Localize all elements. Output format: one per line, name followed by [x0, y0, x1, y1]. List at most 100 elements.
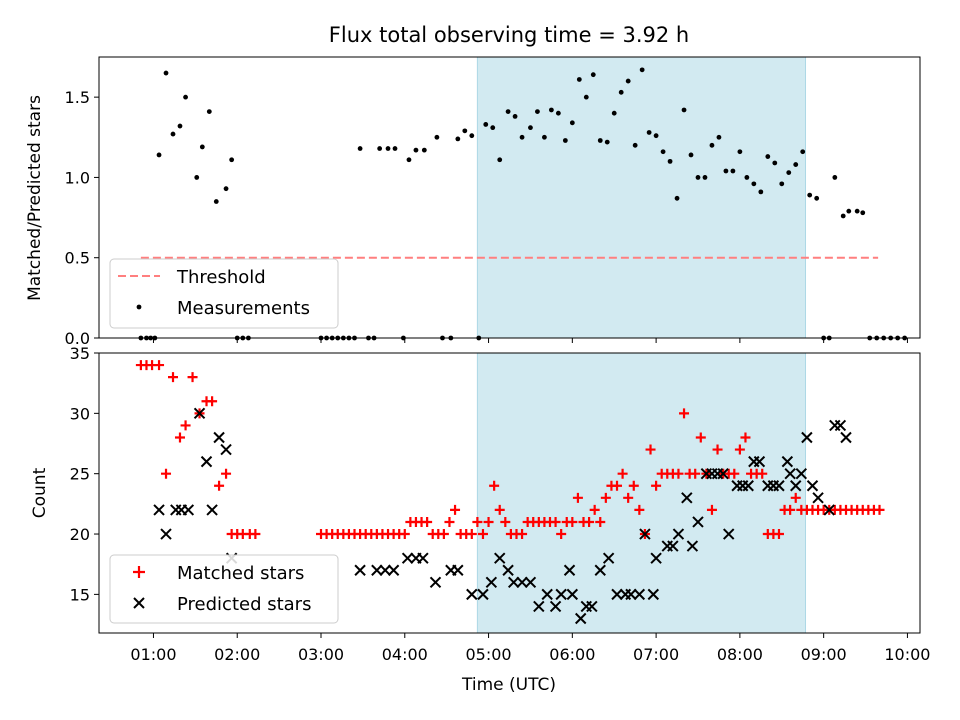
predicted-star-point: [801, 431, 813, 444]
x-tick-label: 10:00: [884, 645, 930, 664]
top-legend-box: [109, 258, 339, 329]
x-tick-label: 02:00: [214, 645, 260, 664]
measurement-point: [569, 120, 575, 126]
matched-star-point: [500, 516, 511, 527]
measurement-point: [519, 134, 525, 140]
measurement-point: [786, 170, 792, 176]
measurement-point: [854, 208, 860, 214]
measurement-point: [229, 157, 235, 163]
matched-star-point: [584, 516, 595, 527]
measurement-point: [406, 157, 412, 163]
x-tick-label: 04:00: [382, 645, 428, 664]
measurement-point: [213, 199, 219, 204]
matched-star-point: [550, 516, 561, 527]
predicted-star-point: [549, 600, 562, 613]
measurement-point: [860, 210, 866, 216]
matched-star-point: [600, 492, 611, 503]
matched-star-point: [790, 492, 801, 503]
predicted-star-point: [773, 480, 785, 492]
measurement-point: [542, 134, 547, 140]
top-y-axis-label: Matched/Predicted stars: [25, 95, 45, 301]
measurement-point: [548, 107, 554, 113]
measurement-point: [639, 67, 645, 73]
predicted-star-point: [555, 588, 567, 601]
x-tick-label: 03:00: [298, 645, 344, 664]
measurement-point: [688, 152, 694, 158]
matched-star-point: [399, 529, 410, 540]
matched-star-point: [634, 504, 645, 515]
predicted-star-point: [723, 528, 735, 540]
matched-star-point: [154, 360, 165, 371]
matched-star-point: [466, 529, 477, 540]
y-tick-label: 1.0: [65, 168, 90, 187]
measurement-point: [156, 152, 162, 158]
measurement-point: [765, 154, 771, 159]
measurement-point: [632, 142, 638, 148]
predicted-star-point: [541, 588, 553, 601]
predicted-star-point: [485, 576, 498, 589]
y-tick-label: 0.5: [65, 249, 90, 268]
predicted-star-point: [387, 564, 400, 576]
predicted-stars-legend-label: Predicted stars: [177, 594, 311, 615]
matched-star-point: [444, 516, 455, 527]
matched-star-point: [221, 468, 232, 479]
predicted-star-point: [477, 588, 489, 601]
matched-star-point: [757, 468, 768, 479]
matched-star-point: [250, 529, 261, 540]
top-legend: Threshold Measurements: [109, 258, 339, 329]
predicted-star-point: [220, 443, 232, 456]
bottom-plot-frame: [98, 352, 921, 634]
measurement-point: [625, 78, 631, 84]
measurement-points: [138, 67, 908, 341]
predicted-star-point: [566, 588, 579, 601]
measurement-point: [497, 157, 503, 163]
measurement-point: [723, 168, 729, 174]
predicted-star-point: [639, 528, 651, 540]
predicted-star-point: [594, 564, 606, 576]
measurement-point: [413, 147, 419, 153]
bottom-highlight-span: [476, 352, 807, 634]
measurement-point: [832, 175, 838, 180]
predicted-star-point: [672, 528, 685, 540]
threshold-legend-label: Threshold: [176, 267, 266, 288]
measurement-point: [562, 138, 568, 143]
predicted-star-point: [667, 540, 679, 552]
measurement-point: [618, 89, 624, 95]
measurement-point: [744, 175, 750, 180]
measurement-point: [194, 175, 200, 180]
measurement-point: [555, 110, 561, 116]
y-tick-label: 0.0: [65, 329, 90, 348]
matched-star-point: [785, 504, 796, 515]
predicted-star-point: [647, 588, 660, 601]
measurement-point: [793, 162, 799, 167]
measurement-point: [779, 181, 785, 187]
measurement-point: [483, 122, 489, 127]
top-y-axis-ticks: 0.0 0.5 1.0 1.5: [65, 88, 99, 348]
measurement-point: [512, 114, 518, 119]
predicted-star-point: [586, 600, 598, 613]
matched-stars-legend-swatch: [133, 566, 145, 578]
matched-star-point: [450, 504, 461, 515]
measurement-point: [807, 192, 813, 198]
y-tick-label: 15: [70, 585, 90, 604]
measurement-point: [646, 130, 652, 135]
predicted-star-point: [206, 504, 218, 516]
predicted-star-point: [686, 540, 699, 552]
matched-star-point: [187, 372, 198, 383]
measurement-point: [392, 146, 398, 151]
matched-star-point: [572, 492, 583, 503]
measurement-point: [846, 208, 852, 214]
measurement-point: [177, 123, 183, 129]
predicted-star-point: [354, 564, 366, 576]
x-tick-label: 07:00: [633, 645, 679, 664]
predicted-star-point: [213, 431, 225, 444]
bottom-legend-box: [109, 554, 339, 624]
measurement-point: [597, 138, 603, 143]
matched-star-point: [489, 480, 500, 491]
measurement-point: [758, 189, 764, 195]
predicted-star-point: [806, 480, 819, 492]
y-tick-label: 1.5: [65, 88, 90, 107]
measurement-point: [660, 149, 666, 155]
measurement-point: [357, 146, 363, 151]
